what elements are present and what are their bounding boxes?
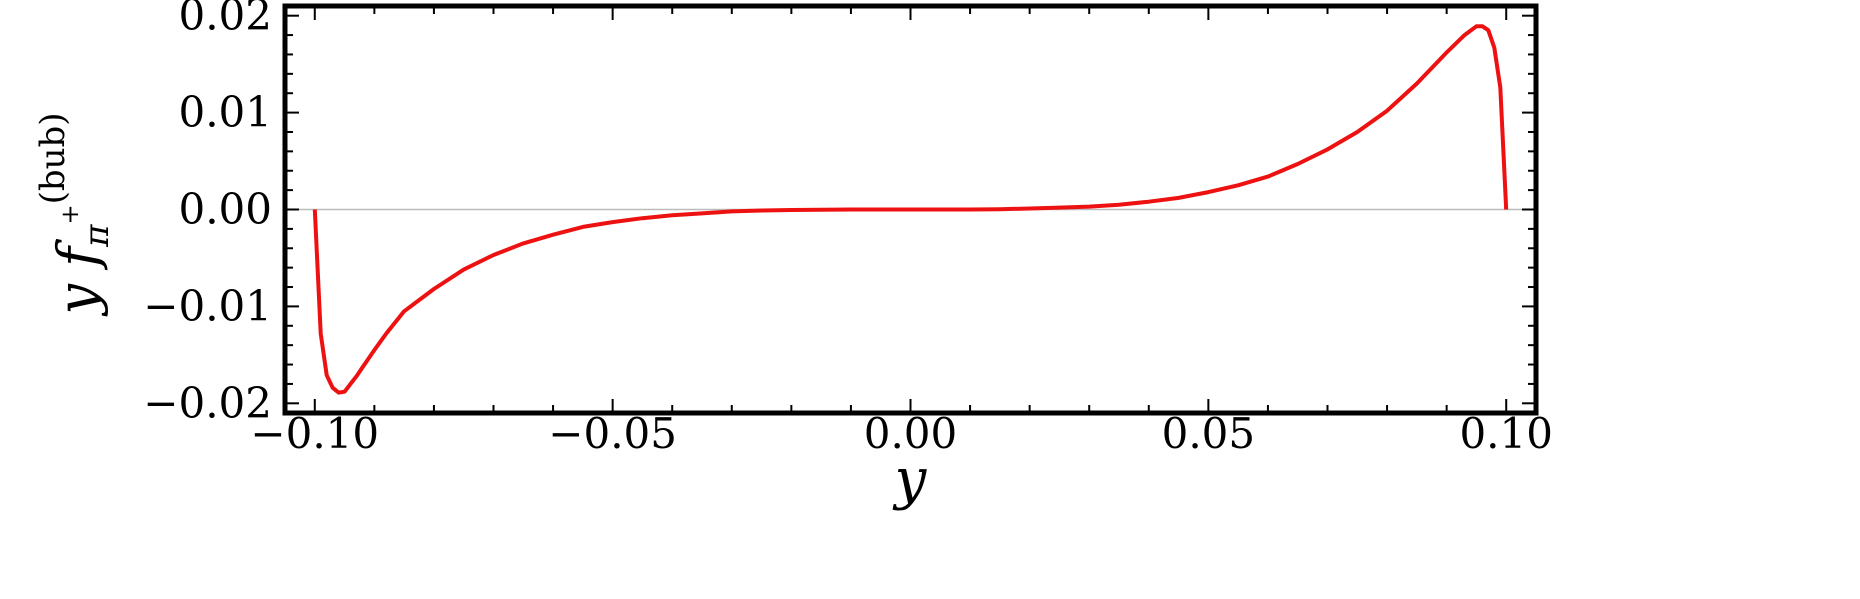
x-axis-label: y: [892, 447, 928, 512]
x-tick-label: −0.10: [250, 409, 379, 458]
series-layer: [312, 24, 1509, 395]
x-tick-label: −0.05: [548, 409, 677, 458]
x-tick-label: 0.10: [1459, 409, 1553, 458]
y-axis-label: y fπ+(bub): [33, 112, 117, 316]
plot-frame: [282, 3, 1539, 416]
y-tick-label: −0.01: [143, 281, 272, 330]
y-axis-label-main: y f: [46, 239, 109, 317]
tick-labels-layer: −0.10 −0.05 0.00 0.05 0.10 −0.02 −0.01 0.00 0.01…: [143, 0, 1553, 458]
y-axis-label-sub-superscript: +: [56, 204, 84, 224]
svg-text:y fπ+(bub): y fπ+(bub): [33, 112, 117, 316]
y-tick-label: 0.02: [178, 0, 272, 40]
y-axis-label-subscript: π: [77, 224, 117, 248]
y-tick-label: −0.02: [143, 378, 272, 427]
y-tick-label: 0.00: [178, 185, 272, 234]
series-line: [312, 24, 1509, 395]
x-tick-label: 0.00: [864, 409, 958, 458]
y-tick-label: 0.01: [178, 88, 272, 137]
y-axis-label-superscript: (bub): [33, 112, 73, 204]
x-tick-label: 0.05: [1162, 409, 1256, 458]
